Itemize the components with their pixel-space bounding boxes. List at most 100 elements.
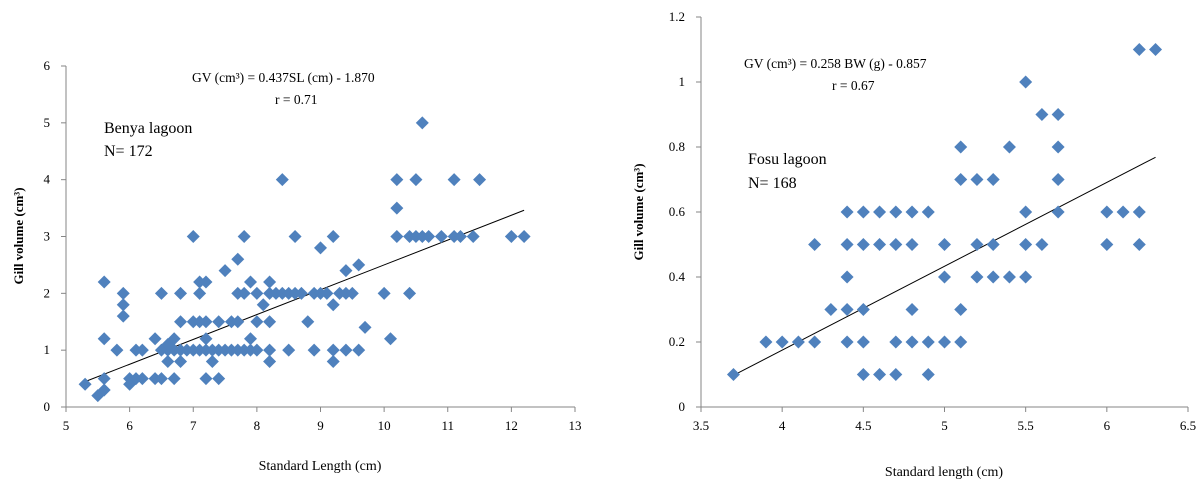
benya-y-tick-label: 5 bbox=[44, 115, 51, 130]
benya-data-point bbox=[237, 230, 251, 243]
fosu-data-point bbox=[1002, 270, 1016, 284]
fosu-data-point bbox=[1116, 205, 1130, 219]
benya-data-point bbox=[517, 230, 531, 243]
benya-points-layer bbox=[78, 116, 531, 403]
benya-data-point bbox=[110, 343, 124, 357]
fosu-data-point bbox=[889, 238, 903, 251]
benya-data-point bbox=[326, 343, 340, 357]
fosu-y-tick-label: 0.4 bbox=[669, 269, 686, 284]
benya-equation: GV (cm³) = 0.437SL (cm) - 1.870 bbox=[192, 70, 375, 85]
benya-y-tick-label: 3 bbox=[44, 229, 51, 244]
benya-data-point bbox=[263, 343, 277, 357]
benya-site-name: Benya lagoon bbox=[104, 120, 192, 137]
benya-data-point bbox=[244, 332, 258, 346]
fosu-trendline-layer bbox=[733, 156, 1156, 376]
benya-data-point bbox=[403, 286, 417, 300]
benya-data-point bbox=[231, 315, 245, 329]
fosu-data-point bbox=[986, 173, 1000, 186]
benya-data-point bbox=[415, 116, 429, 130]
fosu-data-point bbox=[1132, 43, 1146, 56]
fosu-data-point bbox=[954, 173, 968, 186]
fosu-data-point bbox=[921, 335, 935, 349]
fosu-data-point bbox=[856, 335, 870, 349]
fosu-data-point bbox=[1100, 205, 1114, 219]
benya-data-point bbox=[326, 298, 340, 312]
fosu-data-point bbox=[938, 335, 951, 349]
fosu-data-point bbox=[775, 335, 789, 349]
fosu-data-point bbox=[840, 335, 854, 349]
fosu-y-axis-title: Gill volume (cm³) bbox=[631, 163, 646, 260]
fosu-data-point bbox=[791, 335, 805, 349]
benya-data-point bbox=[174, 286, 188, 300]
fosu-data-point bbox=[840, 270, 854, 284]
benya-x-tick-label: 7 bbox=[190, 418, 197, 433]
benya-y-tick-label: 6 bbox=[44, 58, 51, 73]
fosu-data-point bbox=[1019, 270, 1033, 284]
fosu-data-point bbox=[905, 238, 919, 251]
benya-data-point bbox=[422, 230, 436, 243]
benya-data-point bbox=[263, 275, 277, 289]
benya-data-point bbox=[358, 320, 372, 334]
benya-data-point bbox=[199, 332, 213, 346]
fosu-data-point bbox=[970, 270, 984, 284]
benya-data-point bbox=[205, 355, 219, 369]
fosu-data-point bbox=[986, 238, 1000, 251]
benya-data-point bbox=[390, 173, 404, 187]
benya-data-point bbox=[174, 315, 188, 329]
benya-data-point bbox=[326, 230, 340, 243]
fosu-data-point bbox=[938, 270, 951, 284]
benya-data-point bbox=[154, 286, 168, 300]
fosu-data-point bbox=[1051, 108, 1065, 121]
benya-data-point bbox=[339, 264, 353, 278]
benya-data-point bbox=[352, 258, 366, 272]
benya-data-point bbox=[244, 275, 258, 289]
benya-sample-size: N= 172 bbox=[104, 143, 153, 160]
fosu-data-point bbox=[808, 238, 822, 251]
benya-data-point bbox=[466, 230, 480, 243]
fosu-x-tick-label: 5.5 bbox=[1018, 418, 1034, 433]
benya-x-tick-label: 11 bbox=[441, 418, 454, 433]
fosu-data-point bbox=[1132, 238, 1146, 251]
fosu-equation: GV (cm³) = 0.258 BW (g) - 0.857 bbox=[744, 56, 927, 71]
benya-data-point bbox=[199, 372, 213, 386]
fosu-data-point bbox=[986, 270, 1000, 284]
benya-data-point bbox=[320, 286, 334, 300]
fosu-data-point bbox=[905, 205, 919, 219]
fosu-x-tick-label: 4 bbox=[779, 418, 786, 433]
benya-data-point bbox=[135, 372, 149, 386]
fosu-data-point bbox=[1051, 173, 1065, 186]
fosu-data-point bbox=[1019, 238, 1033, 251]
fosu-data-point bbox=[1019, 205, 1033, 219]
fosu-data-point bbox=[1035, 108, 1049, 121]
fosu-data-point bbox=[889, 205, 903, 219]
fosu-data-point bbox=[856, 303, 870, 316]
benya-data-point bbox=[97, 383, 111, 397]
benya-y-tick-label: 1 bbox=[44, 342, 51, 357]
fosu-data-point bbox=[1035, 238, 1049, 251]
benya-x-axis-title: Standard Length (cm) bbox=[259, 459, 382, 474]
fosu-x-tick-label: 3.5 bbox=[693, 418, 709, 433]
fosu-points-layer bbox=[726, 43, 1163, 381]
benya-data-point bbox=[154, 372, 168, 386]
benya-data-point bbox=[78, 377, 92, 391]
fosu-y-tick-label: 1.2 bbox=[669, 9, 685, 24]
benya-data-point bbox=[282, 343, 296, 357]
benya-data-point bbox=[339, 343, 353, 357]
fosu-x-tick-label: 4.5 bbox=[855, 418, 871, 433]
benya-data-point bbox=[218, 264, 232, 278]
fosu-data-point bbox=[873, 205, 887, 219]
fosu-data-point bbox=[921, 205, 935, 219]
benya-data-point bbox=[453, 230, 467, 243]
fosu-data-point bbox=[856, 238, 870, 251]
benya-data-point bbox=[275, 173, 289, 187]
benya-data-point bbox=[447, 173, 461, 187]
fosu-data-point bbox=[905, 335, 919, 349]
benya-data-point bbox=[116, 286, 130, 300]
benya-data-point bbox=[263, 315, 277, 329]
fosu-data-point bbox=[1019, 75, 1033, 89]
fosu-ticks-layer: 3.5 4 4.5 5 5.5 6 6.5 0 0.2 0.4 0.6 0.8 1 1.2 bbox=[669, 9, 1196, 433]
benya-data-point bbox=[116, 298, 130, 312]
